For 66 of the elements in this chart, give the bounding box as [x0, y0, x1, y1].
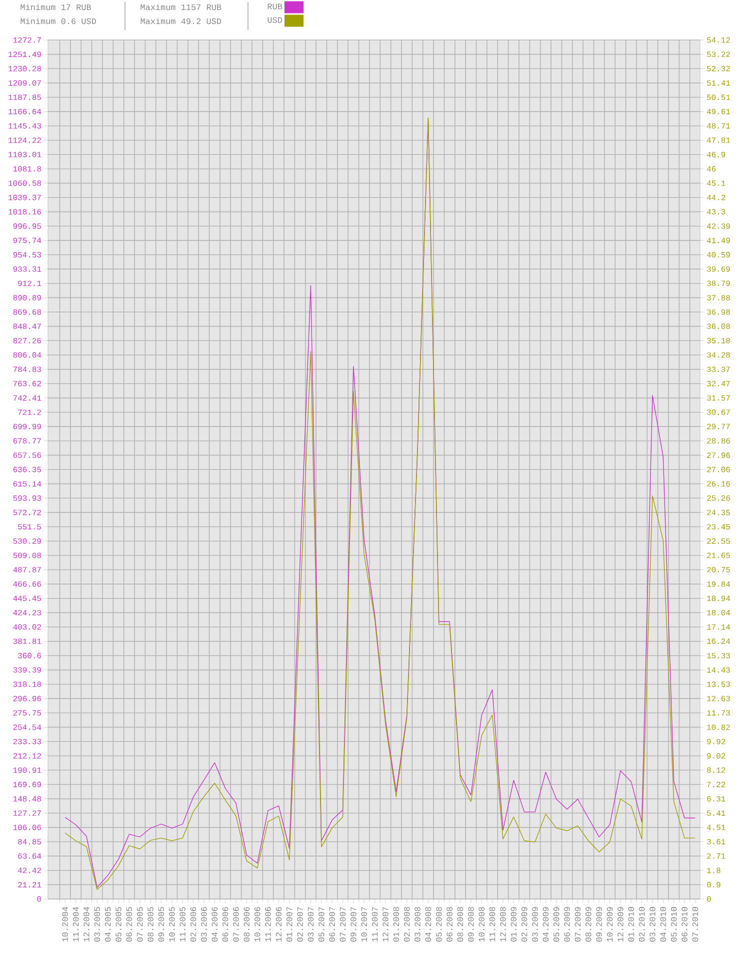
x-tick-label: 02.2009	[521, 907, 528, 942]
x-tick-label: 03.2006	[201, 907, 207, 942]
text: Maximum 49.2 USD	[140, 18, 222, 24]
x-tick-label: 06.2006	[222, 907, 228, 942]
x-tick-label: 05.2009	[553, 907, 560, 942]
x-tick-label: 01.2009	[510, 907, 517, 942]
x-tick-label: 06.2010	[682, 907, 688, 942]
x-tick-label: 05.2007	[318, 907, 324, 942]
x-tick-label: 12.2008	[500, 907, 506, 942]
text: Maximum 1157 RUB	[140, 4, 222, 10]
x-tick-label: 12.2006	[276, 907, 282, 942]
text: Minimum 0.6 USD	[20, 18, 96, 24]
x-tick-label: 03.2010	[650, 907, 656, 942]
x-tick-label: 07.2005	[136, 907, 143, 942]
x-tick-label: 11.2008	[489, 907, 496, 942]
x-tick-label: 10.2008	[478, 907, 484, 942]
x-tick-label: 11.2007	[372, 907, 378, 942]
x-tick-label: 01.2008	[393, 907, 400, 942]
x-tick-label: 04.2010	[660, 907, 666, 942]
x-tick-label: 04.2006	[212, 907, 218, 942]
x-tick-label: 03.2007	[308, 907, 314, 942]
x-tick-label: 04.2008	[425, 907, 432, 942]
x-tick-label: 10.2005	[169, 907, 175, 942]
x-tick-label: 01.2007	[286, 907, 292, 942]
x-tick-label: 12.2009	[618, 907, 624, 942]
x-tick-label: 12.2007	[382, 907, 388, 942]
text: Minimum 17 RUB	[20, 4, 92, 10]
legend-label: USD	[268, 17, 282, 23]
x-tick-label: 11.2004	[72, 906, 79, 942]
x-tick-label: 06.2007	[329, 907, 335, 942]
x-tick-label: 02.2007	[297, 907, 303, 942]
x-tick-label: 05.2005	[116, 907, 122, 942]
x-tick-label: 03.2008	[414, 907, 420, 942]
x-tick-label: 08.2005	[148, 907, 154, 942]
x-tick-label: 11.2005	[180, 907, 186, 942]
x-tick-label: 07.2009	[574, 907, 581, 942]
x-tick-label: 07.2006	[233, 907, 239, 942]
x-tick-label: 10.2006	[254, 907, 260, 942]
x-tick-label: 02.2008	[404, 907, 410, 942]
x-tick-label: 07.2007	[340, 907, 346, 942]
x-tick-label: 09.2007	[350, 907, 356, 942]
x-tick-label: 10.2004	[62, 906, 68, 942]
x-tick-label: 01.2010	[628, 907, 634, 942]
x-tick-label: 09.2005	[158, 907, 164, 942]
x-tick-label: 06.2005	[126, 907, 132, 942]
x-tick-label: 10.2009	[606, 907, 613, 942]
x-tick-label: 09.2009	[596, 907, 602, 942]
x-tick-label: 04.2005	[104, 907, 111, 942]
x-tick-label: 03.2005	[94, 907, 100, 942]
x-tick-label: 12.2004	[84, 906, 90, 942]
legend-label: RUB	[268, 4, 282, 10]
x-tick-label: 09.2008	[468, 907, 474, 942]
x-tick-label: 03.2009	[532, 907, 538, 942]
x-tick-label: 05.2008	[436, 907, 442, 942]
x-tick-label: 10.2007	[361, 907, 367, 942]
x-tick-label: 06.2008	[446, 907, 452, 942]
x-tick-label: 02.2010	[638, 907, 645, 942]
x-tick-label: 04.2009	[542, 907, 549, 942]
x-tick-label: 02.2006	[190, 907, 196, 942]
x-tick-label: 06.2009	[564, 907, 570, 942]
x-tick-label: 07.2010	[692, 907, 698, 942]
x-tick-label: 08.2006	[244, 907, 250, 942]
x-tick-label: 05.2010	[670, 907, 677, 942]
x-tick-label: 11.2006	[265, 907, 271, 942]
x-tick-label: 08.2009	[586, 907, 592, 942]
x-tick-label: 08.2008	[457, 907, 464, 942]
